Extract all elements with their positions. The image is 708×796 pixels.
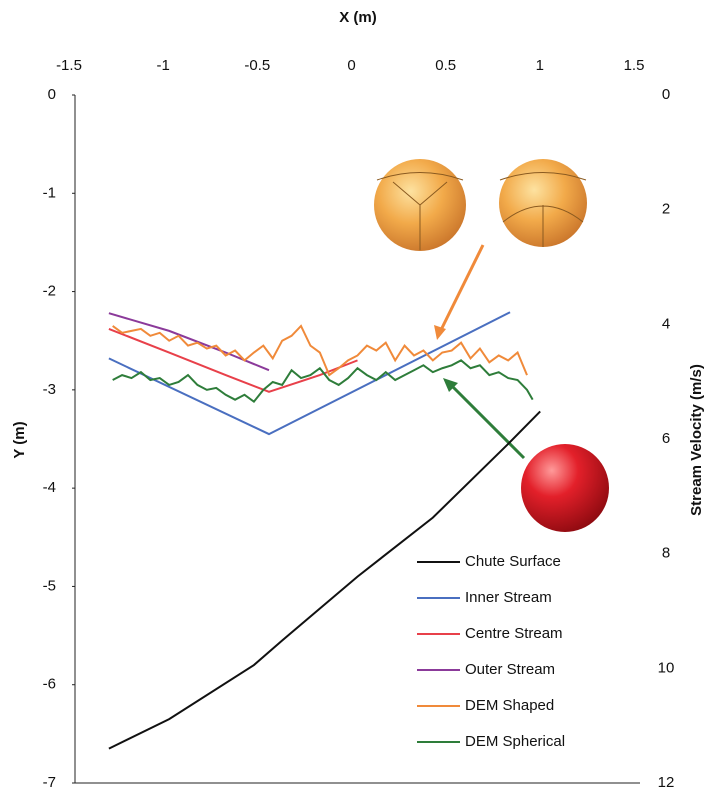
y2-tick-label: 6 [662,430,670,447]
x-tick-label: 0.5 [435,57,456,74]
y-tick-label: -7 [43,774,56,791]
x-tick-label: -1 [156,57,169,74]
y-tick-label: -2 [43,283,56,300]
series-line [109,313,269,370]
series-line [109,329,358,392]
y2-tick-label: 10 [658,659,675,676]
x-tick-label: 1 [536,57,544,74]
y2-axis-title: Stream Velocity (m/s) [688,364,705,516]
y2-tick-label: 12 [658,774,675,791]
legend-label: DEM Shaped [465,697,554,714]
y-axis-title: Y (m) [11,421,28,458]
legend-label: Chute Surface [465,553,561,570]
spherical-particle-illustration [521,444,609,532]
legend-label: DEM Spherical [465,733,565,750]
plot: -1.5 -1 -0.5 0 0.5 1 1.5 0 -1 -2 -3 -4 -5 -6 -7 0 2 4 6 8 10… [43,57,675,791]
x-tick-label: 1.5 [624,57,645,74]
y2-tick-label: 4 [662,315,670,332]
y2-tick-label: 8 [662,545,670,562]
y-tick-label: 0 [48,86,56,103]
y-tick-label: -6 [43,676,56,693]
legend-label: Inner Stream [465,589,552,606]
x-tick-label: -1.5 [56,57,82,74]
legend-label: Outer Stream [465,661,555,678]
y2-tick-label: 0 [662,86,670,103]
shaped-particle-illustration [374,159,587,251]
y2-tick-label: 2 [662,201,670,218]
series-line [113,360,533,401]
y-tick-label: -4 [43,479,56,496]
y-tick-label: -3 [43,381,56,398]
x-axis-title: X (m) [339,9,377,26]
y-tick-label: -5 [43,577,56,594]
chart: X (m) Y (m) Stream Velocity (m/s) -1.5-1… [0,0,708,791]
x-tick-label: -0.5 [244,57,270,74]
legend-label: Centre Stream [465,625,563,642]
y-tick-label: -1 [43,184,56,201]
x-tick-label: 0 [347,57,355,74]
